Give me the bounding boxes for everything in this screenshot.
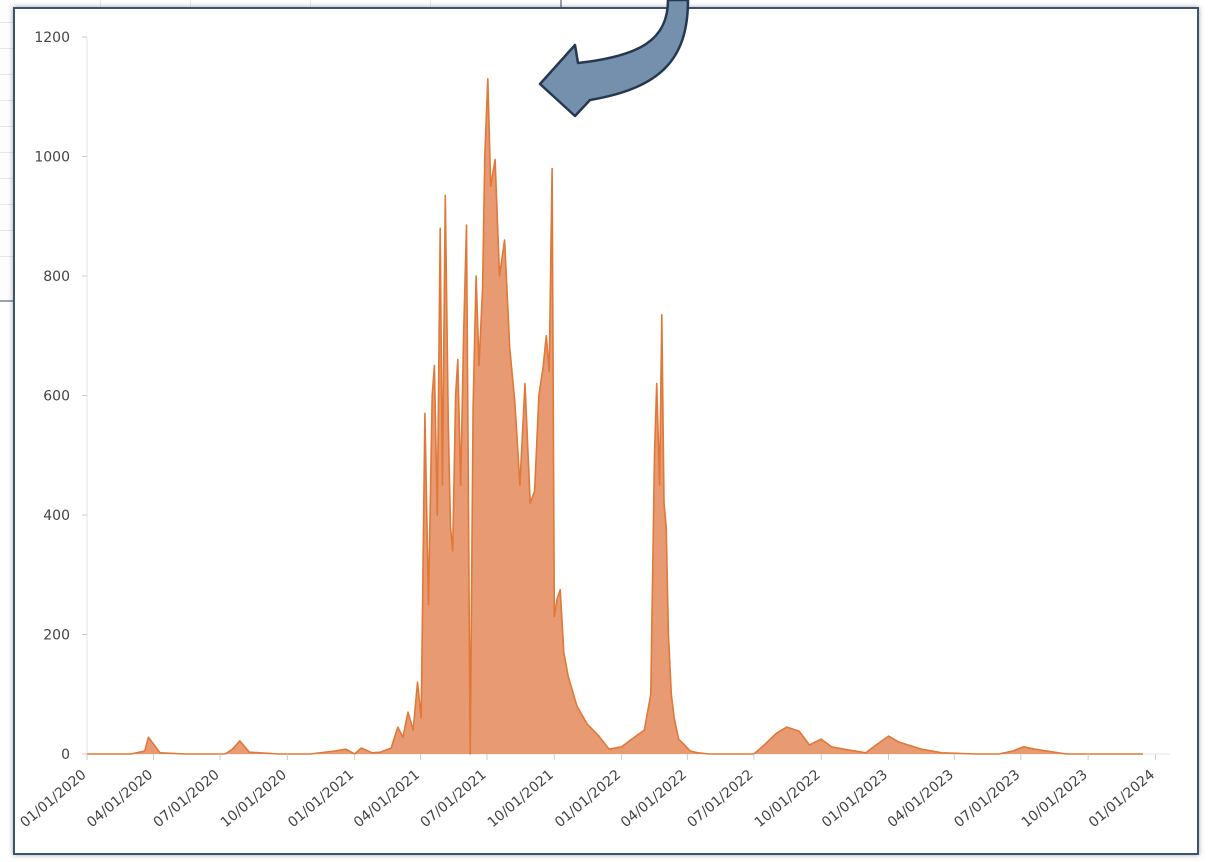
- y-tick-label: 1200: [34, 30, 70, 46]
- x-tick-label: 04/01/2023: [885, 767, 957, 831]
- x-tick-label: 10/01/2023: [1019, 767, 1091, 831]
- x-tick-label: 04/01/2021: [351, 767, 423, 831]
- x-tick-label: 01/01/2023: [819, 767, 891, 831]
- y-tick-label: 800: [43, 269, 70, 285]
- series-area: [87, 78, 1143, 755]
- y-axis: 0 200 400 600 800 1000 1200: [34, 30, 87, 763]
- y-tick-label: 400: [43, 508, 70, 524]
- callout-arrow: [538, 0, 690, 118]
- x-tick-label: 07/01/2022: [684, 767, 756, 831]
- x-tick-label: 07/01/2023: [951, 767, 1023, 831]
- series-line: [87, 78, 1143, 755]
- x-tick-label: 07/01/2020: [151, 767, 223, 831]
- x-axis: 01/01/202004/01/202007/01/202010/01/2020…: [17, 754, 1158, 831]
- y-tick-label: 600: [43, 389, 70, 405]
- x-tick-label: 04/01/2022: [618, 767, 690, 831]
- plot-area: [87, 78, 1143, 755]
- x-tick-label: 01/01/2020: [17, 767, 89, 831]
- axes: [86, 37, 1170, 755]
- callout-arrow-icon: [538, 0, 690, 118]
- y-tick-label: 200: [43, 628, 70, 644]
- chart-panel: [13, 7, 1199, 855]
- x-tick-label: 01/01/2022: [552, 767, 624, 831]
- x-tick-label: 10/01/2021: [485, 767, 557, 831]
- x-tick-label: 04/01/2020: [84, 767, 156, 831]
- y-tick-label: 0: [61, 747, 70, 763]
- x-tick-label: 07/01/2021: [417, 767, 489, 831]
- y-tick-label: 1000: [34, 150, 70, 166]
- x-tick-label: 10/01/2020: [218, 767, 290, 831]
- x-tick-label: 01/01/2024: [1086, 767, 1158, 831]
- x-tick-label: 01/01/2021: [285, 767, 357, 831]
- x-tick-label: 10/01/2022: [752, 767, 824, 831]
